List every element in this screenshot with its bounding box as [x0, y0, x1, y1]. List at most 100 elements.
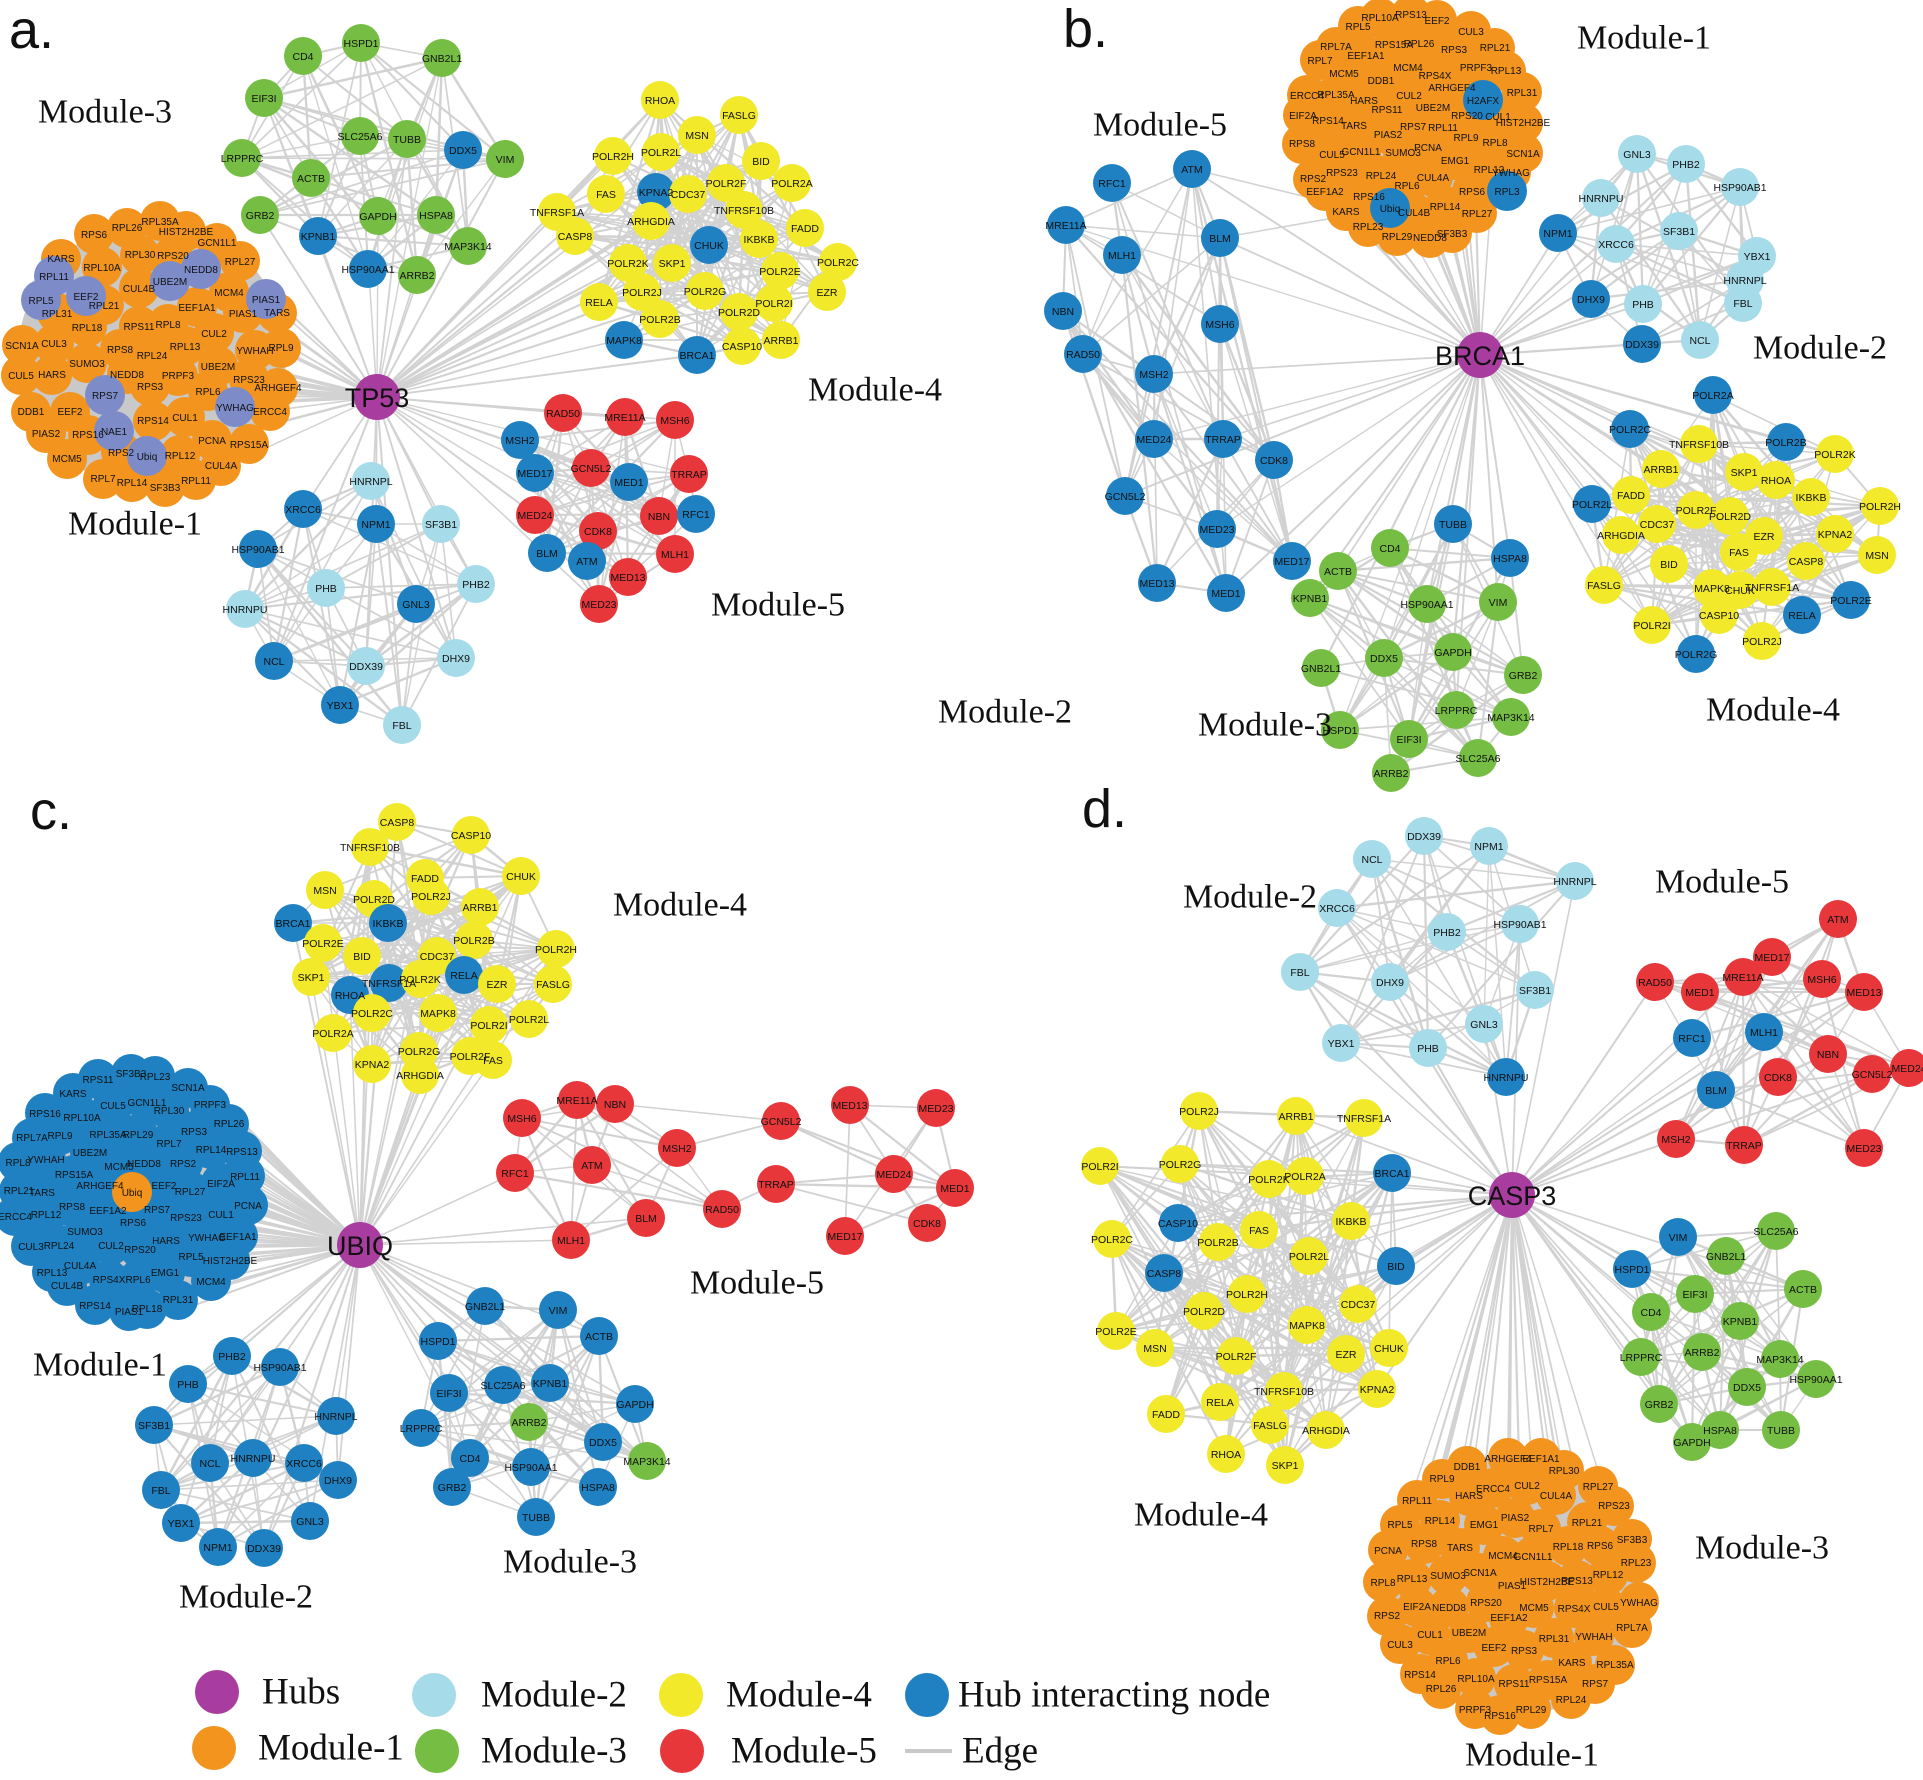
- svg-text:RPL5: RPL5: [1345, 22, 1370, 33]
- svg-text:MSH6: MSH6: [1807, 974, 1836, 986]
- svg-text:POLR2H: POLR2H: [1859, 501, 1901, 513]
- svg-text:TUBB: TUBB: [393, 134, 421, 146]
- svg-text:NCL: NCL: [263, 656, 284, 668]
- svg-text:ERCC4: ERCC4: [0, 1212, 32, 1223]
- svg-text:VIM: VIM: [549, 1305, 568, 1317]
- svg-text:CUL5: CUL5: [1319, 150, 1345, 161]
- svg-text:HSPA8: HSPA8: [581, 1482, 615, 1494]
- svg-text:HNRNPU: HNRNPU: [231, 1453, 276, 1465]
- svg-text:VIM: VIM: [1669, 1232, 1688, 1244]
- svg-text:MED13: MED13: [610, 572, 645, 584]
- svg-text:Module-4: Module-4: [1706, 692, 1840, 729]
- svg-text:RPL21: RPL21: [89, 301, 120, 312]
- svg-text:POLR2D: POLR2D: [1709, 511, 1751, 523]
- svg-text:IKBKB: IKBKB: [744, 234, 775, 246]
- svg-text:BRCA1: BRCA1: [1374, 1168, 1409, 1180]
- svg-text:NBN: NBN: [604, 1099, 626, 1111]
- svg-text:LRPPRC: LRPPRC: [221, 153, 264, 165]
- svg-text:POLR2I: POLR2I: [755, 298, 792, 310]
- svg-text:CHUK: CHUK: [1374, 1343, 1404, 1355]
- svg-text:RPS2: RPS2: [1300, 174, 1327, 185]
- svg-text:RPS16: RPS16: [72, 430, 104, 441]
- svg-text:FADD: FADD: [791, 223, 819, 235]
- svg-text:TARS: TARS: [29, 1188, 55, 1199]
- svg-text:FAS: FAS: [1249, 1225, 1269, 1237]
- svg-text:RPS23: RPS23: [1598, 1501, 1630, 1512]
- svg-text:PIAS1: PIAS1: [115, 1307, 144, 1318]
- svg-text:DDX5: DDX5: [1370, 653, 1398, 665]
- svg-text:RPL35A: RPL35A: [1317, 90, 1355, 101]
- svg-text:RPL9: RPL9: [1453, 133, 1478, 144]
- svg-text:BID: BID: [353, 951, 371, 963]
- svg-text:HARS: HARS: [152, 1236, 180, 1247]
- svg-text:HNRNPU: HNRNPU: [223, 604, 268, 616]
- svg-text:RPS6: RPS6: [120, 1218, 147, 1229]
- svg-text:MED23: MED23: [1846, 1143, 1881, 1155]
- svg-text:RPL12: RPL12: [165, 451, 196, 462]
- svg-text:CASP10: CASP10: [1699, 610, 1739, 622]
- svg-text:MED17: MED17: [1274, 556, 1309, 568]
- svg-text:RPS14: RPS14: [137, 416, 169, 427]
- svg-text:RPL29: RPL29: [1516, 1705, 1547, 1716]
- svg-text:SF3B3: SF3B3: [116, 1069, 147, 1080]
- svg-text:MED17: MED17: [517, 468, 552, 480]
- svg-text:RPL23: RPL23: [1621, 1558, 1652, 1569]
- svg-text:RPS20: RPS20: [157, 251, 189, 262]
- svg-text:MRE11A: MRE11A: [604, 412, 645, 424]
- svg-text:SLC25A6: SLC25A6: [1456, 753, 1501, 765]
- svg-text:SCN1A: SCN1A: [1506, 149, 1540, 160]
- svg-text:PIAS1: PIAS1: [1498, 1581, 1527, 1592]
- svg-text:HSPA8: HSPA8: [1703, 1425, 1737, 1437]
- svg-text:MSH2: MSH2: [1139, 369, 1168, 381]
- svg-text:ARHGEF4: ARHGEF4: [254, 383, 302, 394]
- svg-text:NCL: NCL: [1361, 854, 1382, 866]
- svg-text:MRE11A: MRE11A: [1045, 220, 1086, 232]
- svg-text:RPS8: RPS8: [1411, 1539, 1438, 1550]
- svg-text:HARS: HARS: [38, 370, 66, 381]
- svg-text:MLH1: MLH1: [661, 549, 689, 561]
- svg-text:EEF2: EEF2: [1424, 16, 1449, 27]
- svg-text:SF3B1: SF3B1: [425, 519, 457, 531]
- svg-text:MED17: MED17: [1754, 952, 1789, 964]
- svg-text:RPS14: RPS14: [79, 1301, 111, 1312]
- svg-text:RPS15A: RPS15A: [55, 1170, 94, 1181]
- svg-text:KPNB1: KPNB1: [533, 1378, 568, 1390]
- svg-text:POLR2A: POLR2A: [312, 1028, 353, 1040]
- svg-text:HNRNPL: HNRNPL: [349, 476, 392, 488]
- svg-text:Module-2: Module-2: [1183, 879, 1317, 916]
- svg-text:ARHGDIA: ARHGDIA: [1597, 530, 1645, 542]
- svg-text:NCL: NCL: [199, 1458, 220, 1470]
- svg-text:RPL31: RPL31: [42, 309, 73, 320]
- svg-text:HIST2H2BE: HIST2H2BE: [1520, 1577, 1575, 1588]
- svg-text:RPL24: RPL24: [1556, 1695, 1587, 1706]
- svg-text:CDK8: CDK8: [584, 526, 612, 538]
- svg-text:RPL7A: RPL7A: [16, 1133, 48, 1144]
- svg-text:CUL3: CUL3: [18, 1242, 44, 1253]
- svg-text:EIF3I: EIF3I: [1396, 734, 1421, 746]
- svg-text:RPL9: RPL9: [268, 343, 293, 354]
- svg-text:Module-5: Module-5: [711, 587, 845, 624]
- svg-text:RAD50: RAD50: [546, 408, 580, 420]
- svg-text:RPL21: RPL21: [1572, 1518, 1603, 1529]
- svg-text:DDX5: DDX5: [1733, 1382, 1761, 1394]
- svg-text:BLM: BLM: [1209, 233, 1231, 245]
- svg-text:b.: b.: [1063, 0, 1108, 59]
- svg-text:d.: d.: [1082, 779, 1127, 839]
- svg-text:MAPK8: MAPK8: [606, 335, 642, 347]
- svg-text:RPL26: RPL26: [1404, 39, 1435, 50]
- svg-text:Module-4: Module-4: [808, 372, 942, 409]
- svg-text:RPL5: RPL5: [28, 296, 53, 307]
- svg-text:RPS13: RPS13: [1561, 1576, 1593, 1587]
- svg-text:POLR2A: POLR2A: [771, 178, 812, 190]
- svg-text:XRCC6: XRCC6: [1319, 903, 1355, 915]
- svg-text:EIF3I: EIF3I: [436, 1388, 461, 1400]
- svg-text:RPL6: RPL6: [1394, 181, 1419, 192]
- svg-text:Module-2: Module-2: [179, 1579, 313, 1616]
- svg-text:MLH1: MLH1: [1750, 1027, 1778, 1039]
- svg-text:ARRB2: ARRB2: [1373, 768, 1408, 780]
- svg-text:EEF1A2: EEF1A2: [1490, 1613, 1528, 1624]
- svg-text:RPS20: RPS20: [1470, 1598, 1502, 1609]
- svg-text:EIF2A: EIF2A: [207, 1179, 235, 1190]
- svg-text:POLR2D: POLR2D: [353, 894, 395, 906]
- svg-text:NCL: NCL: [1689, 335, 1710, 347]
